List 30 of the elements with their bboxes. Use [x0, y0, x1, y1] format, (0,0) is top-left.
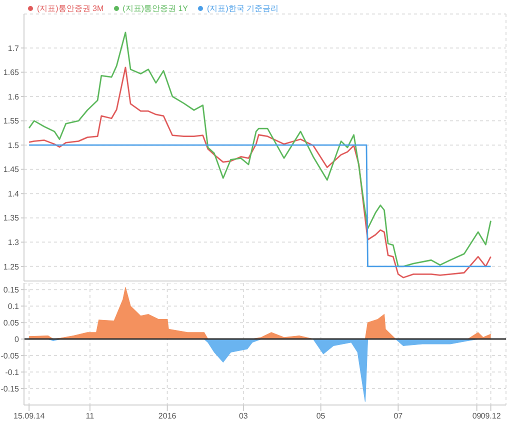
y-tick-label: 1.5 [8, 140, 20, 150]
y-tick-label: 1.55 [3, 116, 20, 126]
y-tick-label: 1.6 [8, 92, 20, 102]
x-tick-label: 07 [394, 412, 404, 421]
y-tick-label: 0 [14, 334, 20, 344]
y-tick-label: -0.05 [0, 351, 20, 360]
y-tick-label: 0.05 [3, 318, 20, 328]
x-tick-label: 03 [238, 412, 248, 421]
line-series [28, 66, 492, 278]
x-tick-label: 11 [86, 412, 95, 421]
x-tick-label: 05 [316, 412, 326, 421]
legend-label: (지표)통안증권 3M [37, 4, 104, 13]
y-tick-label: 1.4 [8, 189, 20, 198]
x-tick-label: 09 [472, 412, 482, 421]
y-tick-label: 1.65 [3, 68, 20, 78]
y-tick-label: 1.45 [3, 165, 20, 174]
y-tick-label: -0.15 [0, 384, 20, 394]
y-tick-label: 1.25 [3, 262, 20, 272]
line-series [28, 32, 492, 268]
y-tick-label: 0.15 [3, 285, 20, 294]
y-tick-label: 1.7 [8, 44, 20, 53]
y-tick-label: 1.35 [3, 214, 20, 223]
legend-label: (지표)한국 기준금리 [207, 4, 279, 13]
x-tick-label: 2016 [158, 412, 177, 421]
y-tick-label: -0.1 [5, 368, 20, 377]
legend-label: (지표)통안증권 1Y [122, 4, 188, 13]
x-tick-label: 15.09.14 [14, 412, 46, 421]
x-tick-label: 09.12 [480, 412, 502, 421]
y-tick-label: 0.1 [8, 302, 20, 311]
y-tick-label: 1.3 [8, 238, 20, 248]
